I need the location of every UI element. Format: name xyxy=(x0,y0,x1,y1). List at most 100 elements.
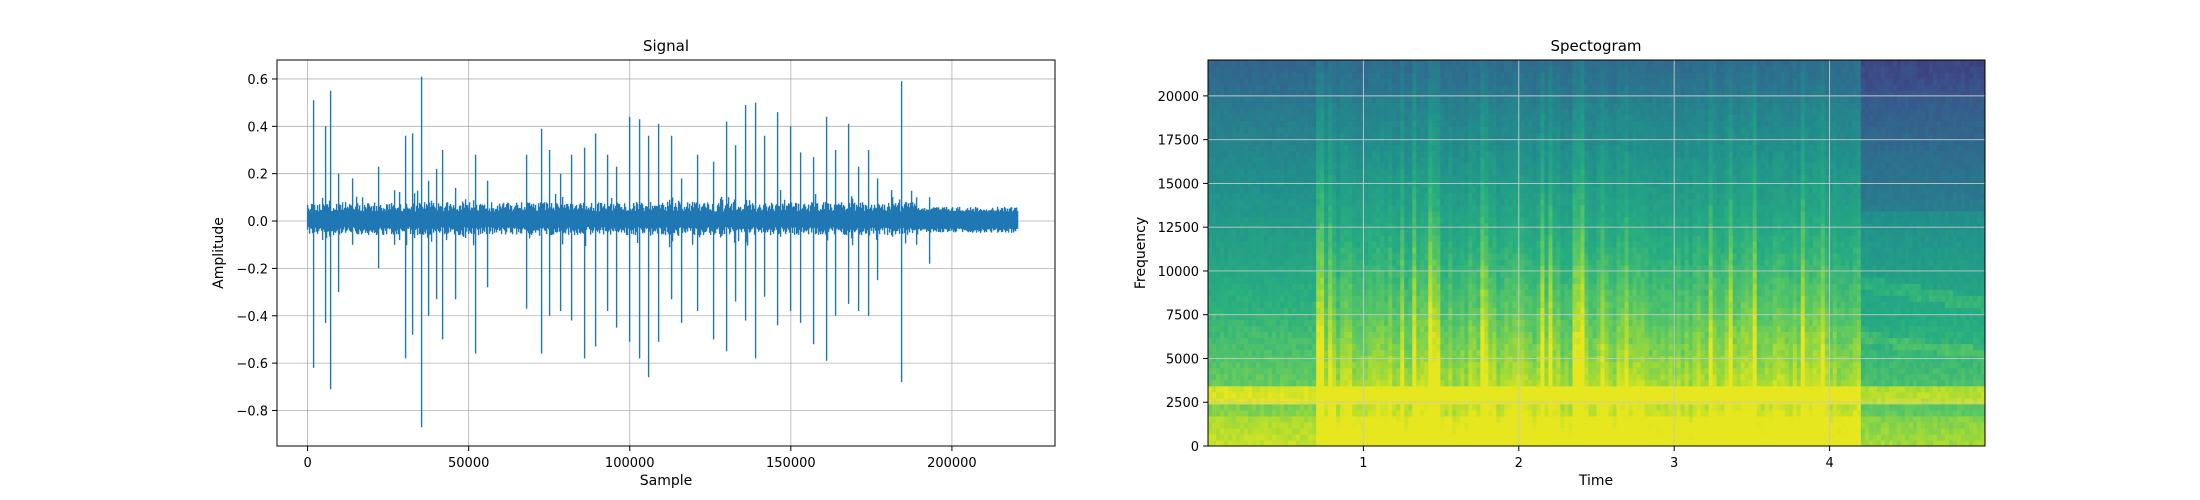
spectrogram-cell xyxy=(1228,350,1233,357)
spectrogram-cell xyxy=(1216,398,1221,405)
spectrogram-cell xyxy=(1264,307,1269,314)
spectrogram-cell xyxy=(1849,307,1854,314)
spectrogram-cell xyxy=(1905,434,1910,441)
spectrogram-cell xyxy=(1685,295,1690,302)
spectrogram-cell xyxy=(1797,422,1802,429)
spectrogram-cell xyxy=(1304,410,1309,417)
spectrogram-cell xyxy=(1913,398,1918,405)
spectrogram-cell xyxy=(1304,380,1309,387)
spectrogram-cell xyxy=(1925,380,1930,387)
spectrogram-cell xyxy=(1352,295,1357,302)
spectrogram-cell xyxy=(1564,416,1569,423)
spectrogram-cell xyxy=(1957,319,1962,326)
spectrogram-cell xyxy=(1949,422,1954,429)
spectrogram-cell xyxy=(1669,386,1674,393)
spectrogram-cell xyxy=(1376,398,1381,405)
spectrogram-cell xyxy=(1484,337,1489,344)
spectrogram-cell xyxy=(1264,319,1269,326)
spectrogram-cell xyxy=(1320,343,1325,350)
spectrogram-cell xyxy=(1356,380,1361,387)
spectrogram-cell xyxy=(1536,337,1541,344)
spectrogram-cell xyxy=(1520,416,1525,423)
spectrogram-cell xyxy=(1252,410,1257,417)
spectrogram-cell xyxy=(1817,434,1822,441)
spectrogram-cell xyxy=(1312,325,1317,332)
spectrogram-cell xyxy=(1909,416,1914,423)
spectrogram-cell xyxy=(1384,331,1389,338)
spectrogram-cell xyxy=(1741,325,1746,332)
spectrogram-cell xyxy=(1580,380,1585,387)
spectrogram-cell xyxy=(1689,374,1694,381)
spectrogram-cell xyxy=(1528,386,1533,393)
spectrogram-cell xyxy=(1637,398,1642,405)
spectrogram-cell xyxy=(1476,319,1481,326)
spectrogram-cell xyxy=(1657,307,1662,314)
spectrogram-cell xyxy=(1532,350,1537,357)
spectrogram-cell xyxy=(1889,337,1894,344)
spectrogram-cell xyxy=(1580,368,1585,375)
spectrogram-cell xyxy=(1272,398,1277,405)
spectrogram-cell xyxy=(1452,362,1457,369)
spectrogram-cell xyxy=(1340,343,1345,350)
spectrogram-cell xyxy=(1601,428,1606,435)
spectrogram-cell xyxy=(1773,343,1778,350)
spectrogram-cell xyxy=(1460,380,1465,387)
spectrogram-cell xyxy=(1617,404,1622,411)
spectrogram-cell xyxy=(1721,343,1726,350)
spectrogram-cell xyxy=(1232,398,1237,405)
spectrogram-cell xyxy=(1432,343,1437,350)
spectrogram-cell xyxy=(1825,374,1830,381)
spectrogram-cell xyxy=(1813,416,1818,423)
spectrogram-cell xyxy=(1905,301,1910,308)
spectrogram-cell xyxy=(1913,319,1918,326)
spectrogram-cell xyxy=(1524,319,1529,326)
spectrogram-cell xyxy=(1472,343,1477,350)
spectrogram-cell xyxy=(1488,374,1493,381)
spectrogram-cell xyxy=(1809,350,1814,357)
spectrogram-cell xyxy=(1272,386,1277,393)
spectrogram-cell xyxy=(1729,362,1734,369)
spectrogram-cell xyxy=(1572,325,1577,332)
spectrogram-cell xyxy=(1709,337,1714,344)
spectrogram-cell xyxy=(1408,350,1413,357)
spectrogram-cell xyxy=(1212,362,1217,369)
spectrogram-cell xyxy=(1645,434,1650,441)
spectrogram-cell xyxy=(1773,307,1778,314)
spectrogram-cell xyxy=(1592,362,1597,369)
spectrogram-cell xyxy=(1797,398,1802,405)
spectrogram-cell xyxy=(1717,307,1722,314)
spectrogram-cell xyxy=(1324,289,1329,296)
spectrogram-cell xyxy=(1208,392,1213,399)
spectrogram-cell xyxy=(1629,410,1634,417)
spectrogram-cell xyxy=(1532,337,1537,344)
spectrogram-cell xyxy=(1781,295,1786,302)
spectrogram-cell xyxy=(1484,410,1489,417)
spectrogram-cell xyxy=(1865,350,1870,357)
spectrogram-cell xyxy=(1424,380,1429,387)
spectrogram-cell xyxy=(1793,374,1798,381)
spectrogram-cell xyxy=(1681,428,1686,435)
spectrogram-cell xyxy=(1212,301,1217,308)
spectrogram-cell xyxy=(1328,416,1333,423)
spectrogram-cell xyxy=(1316,410,1321,417)
signal-x-ticks: 0 50000 100000 150000 200000 xyxy=(303,446,976,471)
spectrogram-cell xyxy=(1412,319,1417,326)
spectrogram-cell xyxy=(1933,422,1938,429)
spectrogram-cell xyxy=(1372,295,1377,302)
spectrogram-cell xyxy=(1901,374,1906,381)
spectrogram-cell xyxy=(1324,398,1329,405)
spectrogram-cell xyxy=(1837,325,1842,332)
spectrogram-cell xyxy=(1885,368,1890,375)
spectrogram-cell xyxy=(1713,434,1718,441)
spectrogram-cell xyxy=(1617,301,1622,308)
spectrogram-cell xyxy=(1977,416,1982,423)
spectrogram-cell xyxy=(1248,319,1253,326)
spectrogram-cell xyxy=(1356,416,1361,423)
spectrogram-cell xyxy=(1420,404,1425,411)
spectrogram-cell xyxy=(1705,428,1710,435)
spectrogram-cell xyxy=(1669,343,1674,350)
spectrogram-cell xyxy=(1617,307,1622,314)
spectrogram-cell xyxy=(1817,307,1822,314)
spectrogram-cell xyxy=(1508,422,1513,429)
spectrogram-cell xyxy=(1633,392,1638,399)
